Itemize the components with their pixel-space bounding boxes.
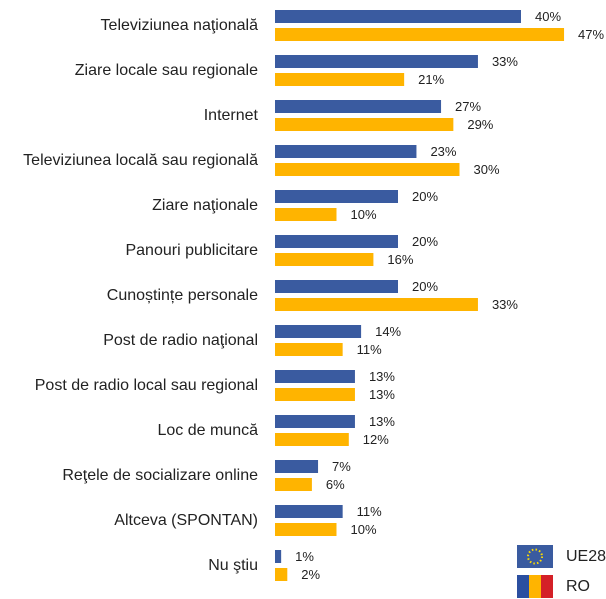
category-label: Post de radio naţional <box>103 332 258 349</box>
value-label: 30% <box>474 162 500 177</box>
legend-item: RO <box>517 575 590 598</box>
legend-label: RO <box>566 578 590 595</box>
bar <box>275 100 442 113</box>
value-label: 13% <box>369 387 395 402</box>
legend-item: UE28 <box>517 545 606 568</box>
category-label: Cunoștințe personale <box>107 287 258 304</box>
bar <box>275 190 398 203</box>
value-label: 23% <box>430 144 456 159</box>
bar <box>275 118 454 131</box>
value-label: 47% <box>578 27 604 42</box>
bar <box>275 208 337 221</box>
value-label: 7% <box>332 459 351 474</box>
bar <box>275 415 355 428</box>
value-label: 11% <box>357 504 382 519</box>
legend-swatch <box>517 545 553 568</box>
bar <box>275 523 337 536</box>
value-label: 20% <box>412 234 438 249</box>
category-label: Televiziunea locală sau regională <box>23 152 258 169</box>
bar <box>275 433 349 446</box>
bar <box>275 343 343 356</box>
category-label: Post de radio local sau regional <box>35 377 258 394</box>
value-label: 10% <box>351 522 377 537</box>
value-label: 16% <box>387 252 413 267</box>
value-label: 20% <box>412 279 438 294</box>
bar <box>275 163 460 176</box>
legend-label: UE28 <box>566 548 606 565</box>
value-label: 21% <box>418 72 444 87</box>
value-label: 6% <box>326 477 345 492</box>
bar <box>275 370 355 383</box>
bar <box>275 235 398 248</box>
bar <box>275 253 374 266</box>
category-label: Internet <box>204 107 259 124</box>
flag-stripe <box>541 575 553 598</box>
category-label: Nu ştiu <box>208 557 258 574</box>
category-label: Reţele de socializare online <box>62 467 258 484</box>
bar <box>275 568 288 581</box>
bar <box>275 550 282 563</box>
value-label: 20% <box>412 189 438 204</box>
value-label: 14% <box>375 324 401 339</box>
bar <box>275 325 362 338</box>
value-label: 12% <box>363 432 389 447</box>
category-label: Ziare locale sau regionale <box>75 62 258 79</box>
bar <box>275 388 355 401</box>
category-label: Altceva (SPONTAN) <box>114 512 258 529</box>
value-label: 33% <box>492 54 518 69</box>
bar <box>275 10 521 23</box>
bar <box>275 280 398 293</box>
bar <box>275 145 417 158</box>
value-label: 11% <box>357 342 382 357</box>
category-label: Panouri publicitare <box>125 242 258 259</box>
flag-stripe <box>517 575 529 598</box>
bar <box>275 505 343 518</box>
flag-stars <box>527 548 543 565</box>
bar <box>275 28 565 41</box>
category-label: Loc de muncă <box>157 422 258 439</box>
value-label: 13% <box>369 369 395 384</box>
value-label: 1% <box>295 549 314 564</box>
bar <box>275 478 312 491</box>
value-label: 13% <box>369 414 395 429</box>
value-label: 10% <box>351 207 377 222</box>
bar <box>275 298 478 311</box>
category-label: Televiziunea naţională <box>101 17 259 34</box>
value-label: 27% <box>455 99 481 114</box>
category-label: Ziare naţionale <box>152 197 258 214</box>
bar <box>275 55 478 68</box>
value-label: 40% <box>535 9 561 24</box>
value-label: 2% <box>301 567 320 582</box>
bar <box>275 460 319 473</box>
value-label: 33% <box>492 297 518 312</box>
bar <box>275 73 405 86</box>
value-label: 29% <box>467 117 493 132</box>
